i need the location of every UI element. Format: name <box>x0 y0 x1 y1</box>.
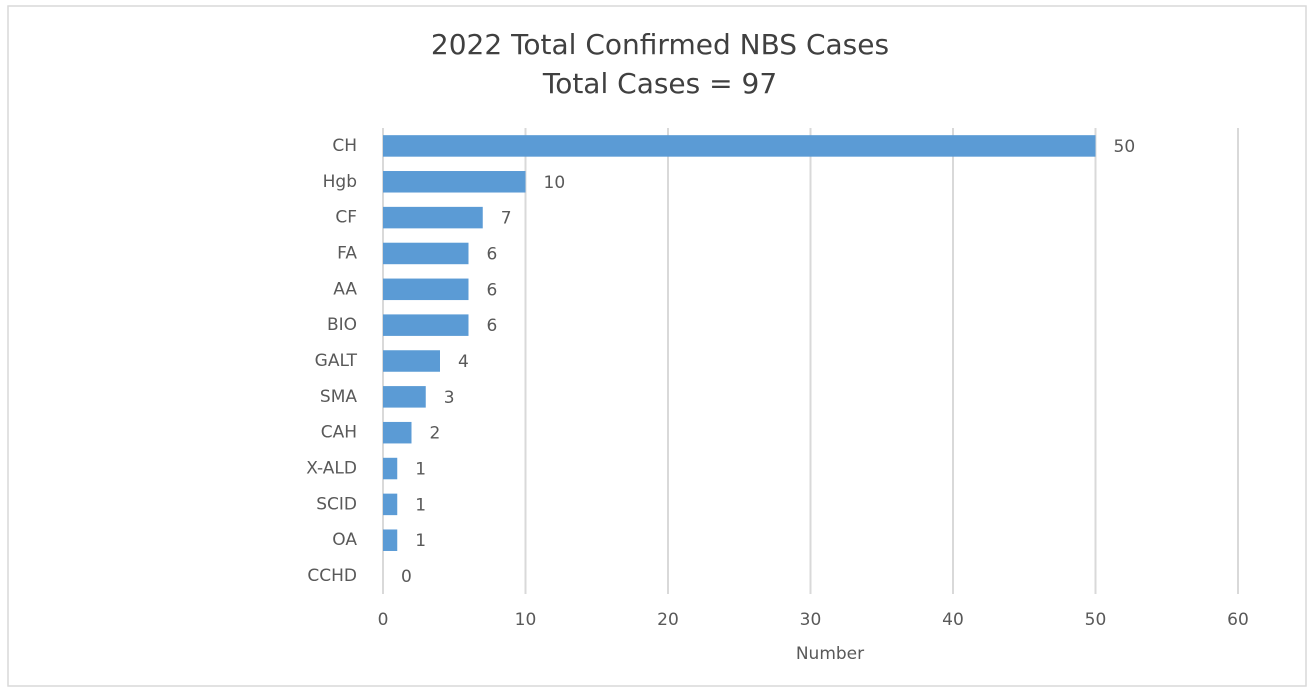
x-tick-label: 20 <box>657 610 679 630</box>
chart-border <box>7 5 1307 687</box>
y-tick-label: FA <box>337 243 357 263</box>
x-tick-label: 10 <box>515 610 537 630</box>
data-label: 6 <box>487 244 498 264</box>
bar <box>383 421 412 444</box>
data-label: 50 <box>1114 137 1136 157</box>
x-tick-label: 0 <box>378 610 389 630</box>
y-tick-label: SMA <box>320 387 357 407</box>
bar <box>383 529 398 551</box>
bar <box>383 493 398 516</box>
chart-subtitle: Total Cases = 97 <box>542 67 777 100</box>
y-tick-label: CH <box>332 136 357 156</box>
data-label: 0 <box>401 567 412 587</box>
x-axis-label: Number <box>796 644 864 664</box>
data-label: 6 <box>487 280 498 300</box>
x-tick-label: 60 <box>1227 610 1249 630</box>
data-label: 7 <box>501 209 512 229</box>
y-tick-label: CF <box>335 208 357 228</box>
bar <box>383 206 483 229</box>
bar <box>383 457 398 480</box>
data-label: 1 <box>415 531 426 551</box>
y-tick-label: SCID <box>316 494 357 514</box>
y-tick-label: CAH <box>321 423 357 443</box>
y-tick-label: X-ALD <box>306 459 357 479</box>
bar <box>383 386 426 408</box>
bar <box>383 278 469 301</box>
y-tick-label: CCHD <box>307 566 357 586</box>
bar <box>383 350 440 372</box>
y-tick-label: GALT <box>315 351 358 371</box>
data-label: 2 <box>430 424 441 444</box>
data-label: 10 <box>544 173 566 193</box>
bar <box>383 171 526 193</box>
x-tick-label: 40 <box>942 610 964 630</box>
data-label: 6 <box>487 316 498 336</box>
y-tick-label: AA <box>333 279 357 299</box>
chart-title: 2022 Total Confirmed NBS Cases <box>431 28 889 61</box>
data-label: 3 <box>444 388 455 408</box>
bar <box>383 135 1096 157</box>
y-tick-label: OA <box>332 530 357 550</box>
x-tick-label: 50 <box>1085 610 1107 630</box>
data-label: 1 <box>415 495 426 515</box>
data-label: 4 <box>458 352 469 372</box>
data-label: 1 <box>415 460 426 480</box>
x-tick-label: 30 <box>800 610 822 630</box>
bar <box>383 314 469 336</box>
y-tick-label: BIO <box>327 315 357 335</box>
y-tick-label: Hgb <box>323 172 357 192</box>
bar <box>383 242 469 265</box>
